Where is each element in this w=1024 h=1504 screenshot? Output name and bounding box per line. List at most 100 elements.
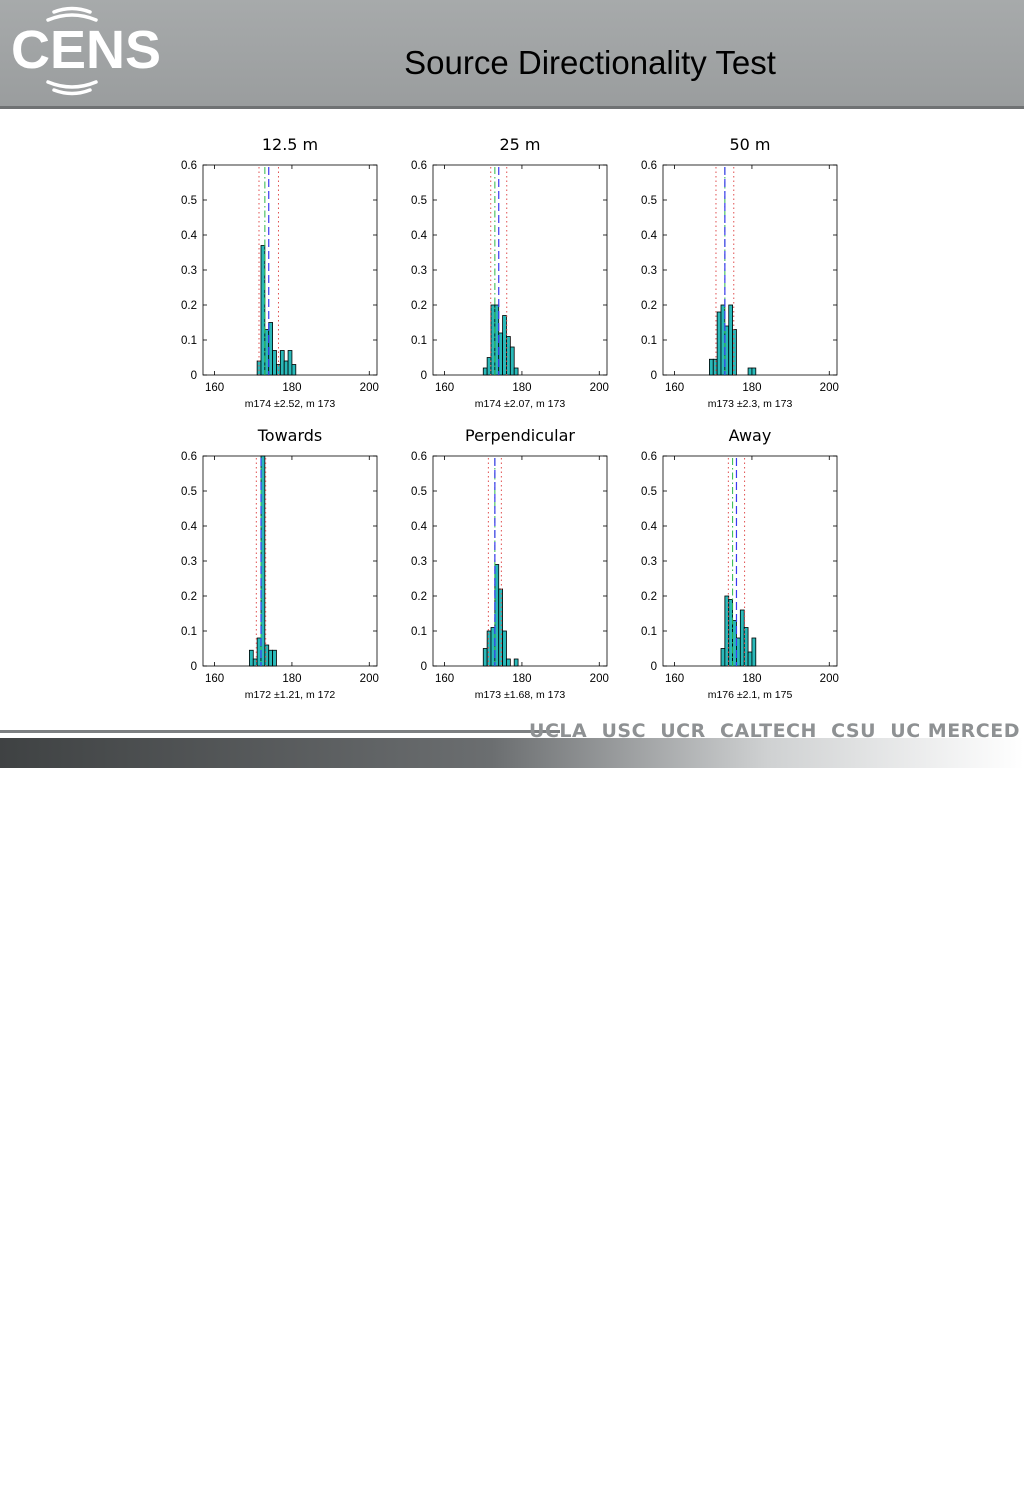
y-tick-label: 0.3 xyxy=(411,265,427,277)
histogram-bar xyxy=(747,651,753,667)
slide-title: Source Directionality Test xyxy=(404,44,776,81)
plot-frame xyxy=(662,455,838,667)
histogram-bar xyxy=(272,649,277,667)
y-tick-label: 0 xyxy=(191,661,197,673)
y-tick-label: 0.5 xyxy=(411,486,427,498)
histogram-panel: 12.5 m 0 0.1 0.2 0.3 0.4 0.5 0.6 160 180 200 m174 ±… xyxy=(181,135,379,410)
y-tick-label: 0.3 xyxy=(641,556,657,568)
partner-list: UCLA USC UCR CALTECH CSU UC MERCED xyxy=(529,720,1020,742)
x-tick-label: 180 xyxy=(512,673,531,685)
logo-text: CENS xyxy=(11,20,161,80)
y-tick-label: 0 xyxy=(191,370,197,382)
panel-title: Away xyxy=(729,426,772,445)
y-tick-label: 0.6 xyxy=(411,451,427,463)
y-tick-label: 0.6 xyxy=(181,160,197,172)
cens-logo: CENS xyxy=(11,6,161,96)
x-tick-label: 180 xyxy=(282,382,301,394)
x-tick-label: 160 xyxy=(435,673,454,685)
y-tick-label: 0.1 xyxy=(641,626,657,638)
x-tick-label: 200 xyxy=(360,673,379,685)
panel-title: Towards xyxy=(257,426,323,445)
x-tick-label: 180 xyxy=(282,673,301,685)
y-tick-label: 0.4 xyxy=(411,230,428,242)
panel-stats: m173 ±1.68, m 173 xyxy=(475,689,566,701)
partner-usc: USC xyxy=(601,720,647,742)
histogram-bar xyxy=(268,649,274,667)
histogram-bar xyxy=(279,350,285,376)
x-tick-label: 160 xyxy=(205,382,224,394)
y-tick-label: 0.3 xyxy=(181,556,197,568)
partner-uc-merced: UC MERCED xyxy=(890,720,1020,742)
x-tick-label: 180 xyxy=(512,382,531,394)
panel-stats: m172 ±1.21, m 172 xyxy=(245,689,336,701)
panel-title: Perpendicular xyxy=(465,426,575,445)
y-tick-label: 0.6 xyxy=(641,451,657,463)
x-tick-label: 180 xyxy=(742,382,761,394)
y-tick-label: 0 xyxy=(421,370,427,382)
histogram-bar xyxy=(709,358,714,376)
x-tick-label: 200 xyxy=(820,382,839,394)
y-tick-label: 0.2 xyxy=(641,300,657,312)
y-tick-label: 0 xyxy=(421,661,427,673)
histogram-bar xyxy=(747,367,753,376)
x-tick-label: 200 xyxy=(590,382,609,394)
panel-stats: m174 ±2.07, m 173 xyxy=(475,398,566,410)
histogram-bar xyxy=(248,649,254,667)
plot-frame xyxy=(432,164,608,376)
histogram-bar xyxy=(272,350,277,376)
histogram-bar xyxy=(502,315,507,376)
y-tick-label: 0.3 xyxy=(641,265,657,277)
y-tick-label: 0.6 xyxy=(181,451,197,463)
y-tick-label: 0.4 xyxy=(181,521,198,533)
x-tick-label: 160 xyxy=(665,673,684,685)
y-tick-label: 0.1 xyxy=(181,626,197,638)
histogram-bar xyxy=(716,311,722,376)
histogram-bar xyxy=(743,627,749,667)
y-tick-label: 0.6 xyxy=(411,160,427,172)
panel-title: 12.5 m xyxy=(262,135,318,154)
y-tick-label: 0.2 xyxy=(411,300,427,312)
x-tick-label: 200 xyxy=(590,673,609,685)
partner-csu: CSU xyxy=(831,720,877,742)
center-name: CENTER FOR EMBEDDED NETWORKED SENSING xyxy=(6,1482,549,1504)
panel-stats: m173 ±2.3, m 173 xyxy=(708,398,793,410)
histogram-panel: Away 0 0.1 0.2 0.3 0.4 0.5 0.6 160 180 200 m176 ±2.… xyxy=(641,426,839,701)
y-tick-label: 0.4 xyxy=(641,521,658,533)
y-tick-label: 0.6 xyxy=(641,160,657,172)
panel-stats: m174 ±2.52, m 173 xyxy=(245,398,336,410)
histogram-bar xyxy=(283,360,289,376)
y-tick-label: 0.3 xyxy=(411,556,427,568)
panel-title: 25 m xyxy=(499,135,540,154)
x-tick-label: 160 xyxy=(205,673,224,685)
histogram-bar xyxy=(291,364,297,376)
y-tick-label: 0.1 xyxy=(411,335,427,347)
y-tick-label: 0.5 xyxy=(641,195,657,207)
partner-ucr: UCR xyxy=(660,720,706,742)
histogram-bar xyxy=(712,358,718,376)
footer-divider xyxy=(0,730,560,733)
histogram-bar xyxy=(751,637,757,667)
y-tick-label: 0.5 xyxy=(411,195,427,207)
y-tick-label: 0.5 xyxy=(181,486,197,498)
histogram-bar xyxy=(482,648,488,667)
histogram-bar xyxy=(506,336,511,376)
x-tick-label: 160 xyxy=(665,382,684,394)
histogram-bar xyxy=(513,367,519,376)
histogram-bar xyxy=(732,329,737,376)
y-tick-label: 0.1 xyxy=(641,335,657,347)
histogram-bar xyxy=(498,588,504,667)
y-tick-label: 0.2 xyxy=(411,591,427,603)
histogram-bar xyxy=(252,658,258,667)
y-tick-label: 0.3 xyxy=(181,265,197,277)
histogram-panel: Perpendicular 0 0.1 0.2 0.3 0.4 0.5 0.6 160 180 20… xyxy=(411,426,609,701)
histogram-bar xyxy=(513,658,519,667)
y-tick-label: 0.1 xyxy=(181,335,197,347)
footer-bar: CENTER FOR EMBEDDED NETWORKED SENSING xyxy=(0,738,1024,1504)
histogram-panel: 25 m 0 0.1 0.2 0.3 0.4 0.5 0.6 160 180 200 m174 ±2.… xyxy=(411,135,609,410)
y-tick-label: 0.4 xyxy=(641,230,658,242)
histogram-bar xyxy=(490,304,496,376)
partner-caltech: CALTECH xyxy=(720,720,817,742)
histogram-bar xyxy=(509,346,515,376)
y-tick-label: 0.2 xyxy=(181,591,197,603)
y-tick-label: 0.5 xyxy=(641,486,657,498)
